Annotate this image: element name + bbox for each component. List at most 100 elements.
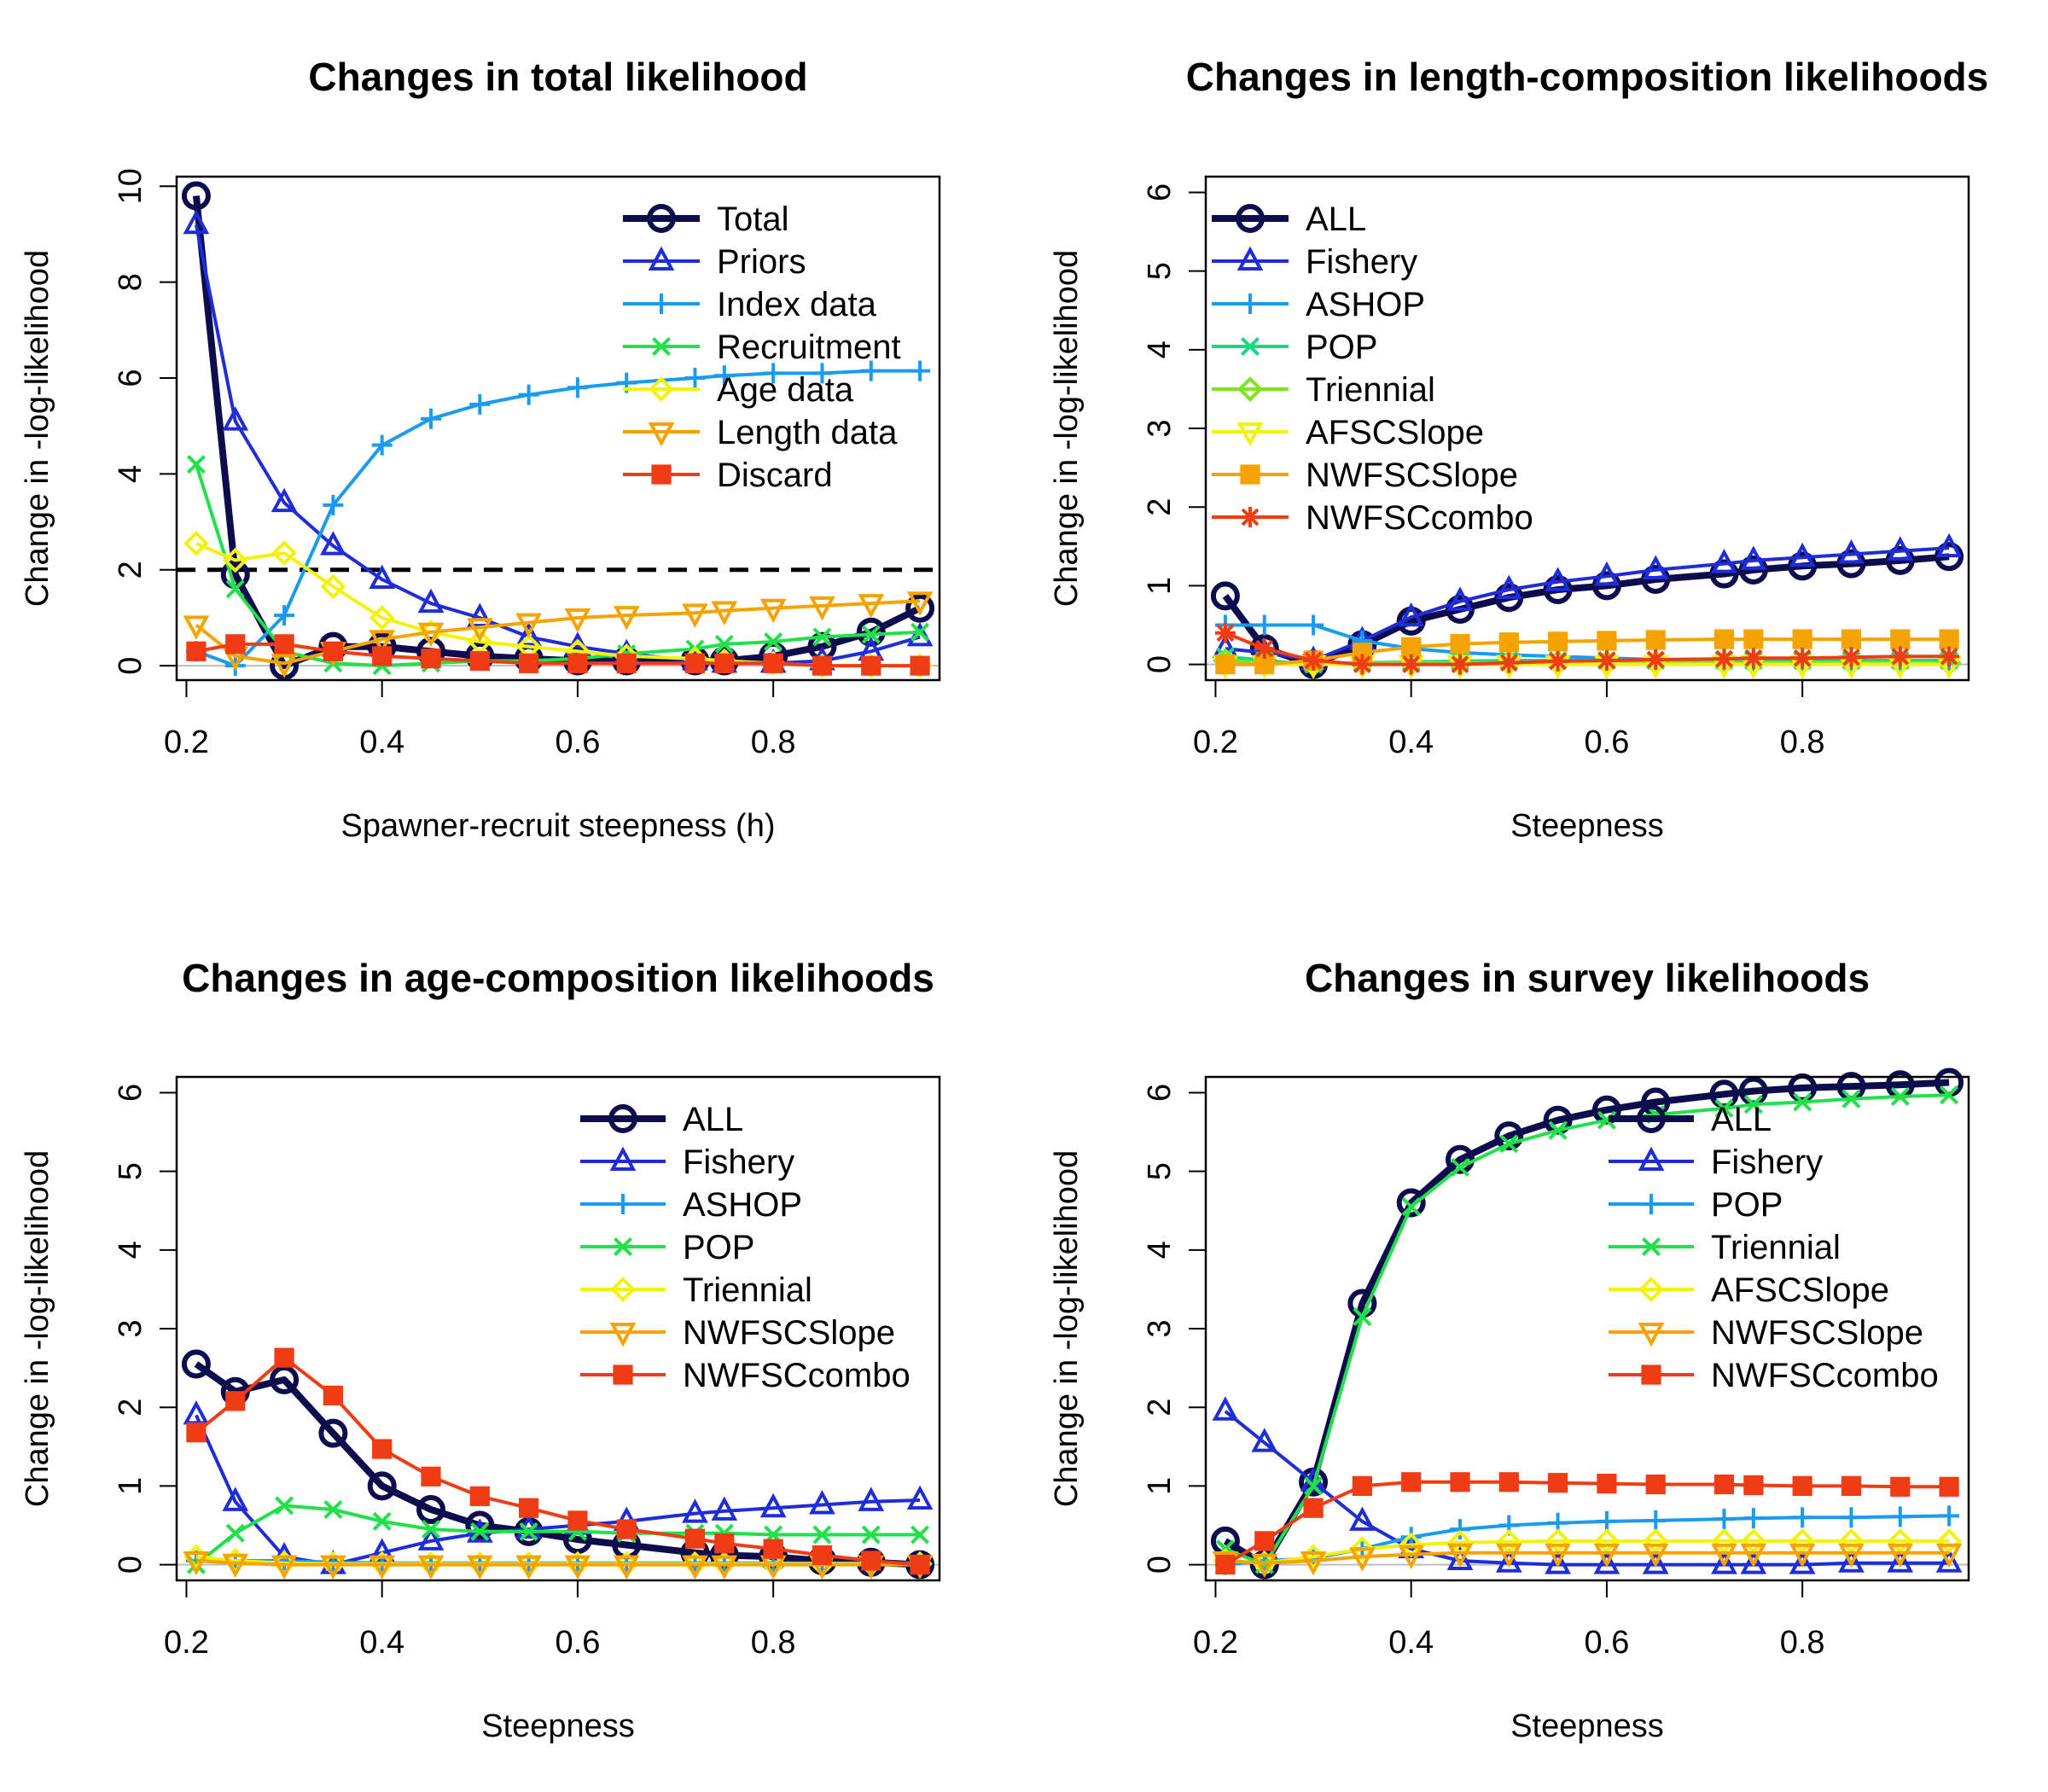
data-point-nwfsccombo <box>1841 1475 1862 1496</box>
data-point-discard <box>323 641 343 661</box>
y-tick-label: 5 <box>1142 262 1178 280</box>
data-point-all <box>1738 555 1768 585</box>
data-point-nwfsccombo <box>763 1539 783 1559</box>
data-point-discard <box>714 653 735 673</box>
data-point-nwfsccombo <box>323 1385 343 1405</box>
legend-marker-pop <box>1240 336 1260 357</box>
legend-label-afscslope: AFSCSlope <box>1306 414 1484 451</box>
data-point-fishery <box>1935 1548 1963 1573</box>
legend-marker-pop <box>1641 1194 1661 1214</box>
data-point-recruitment <box>764 632 783 652</box>
y-tick-label: 6 <box>1142 1084 1178 1102</box>
data-point-nwfsccombo <box>1498 652 1520 673</box>
y-tick-label: 2 <box>1142 498 1178 516</box>
data-point-index-data <box>274 605 295 626</box>
legend-marker-pop <box>613 1236 633 1257</box>
data-point-age-data <box>320 573 346 600</box>
data-point-ashop <box>1254 614 1275 636</box>
series-nwfsccombo <box>1215 1472 1959 1575</box>
data-point-index-data <box>518 384 539 405</box>
data-point-fishery <box>1789 1550 1816 1574</box>
data-point-priors <box>222 406 249 431</box>
data-point-priors <box>183 209 210 235</box>
data-point-nwfsccombo <box>1400 654 1422 675</box>
data-point-priors <box>271 487 298 513</box>
chart-title: Changes in length-composition likelihood… <box>1186 55 1988 99</box>
data-point-discard <box>225 634 246 655</box>
data-point-nwfsccombo <box>1548 1473 1568 1493</box>
series-nwfsccombo <box>1214 622 1960 675</box>
x-axis-label: Spawner-recruit steepness (h) <box>341 808 776 844</box>
data-point-pop <box>323 1500 343 1520</box>
data-point-length-data <box>809 596 835 621</box>
data-point-nwfscslope <box>1841 629 1862 649</box>
y-tick-label: 10 <box>113 168 148 204</box>
data-point-discard <box>616 653 637 673</box>
legend-label-pop: POP <box>1711 1186 1783 1224</box>
chart-panel-3: Changes in age-composition likelihoods St… <box>20 956 941 1744</box>
legend-label-all: ALL <box>1306 201 1366 238</box>
data-point-nwfscslope <box>1743 629 1764 649</box>
x-tick-label: 0.4 <box>359 724 404 760</box>
legend-marker-nwfsccombo <box>613 1364 633 1385</box>
data-point-triennial <box>1597 1110 1616 1130</box>
data-point-recruitment <box>714 634 734 654</box>
y-axis-label: Change in -log-likelihood <box>20 250 55 607</box>
y-tick-label: 4 <box>113 1241 148 1259</box>
data-point-nwfsccombo <box>1254 1531 1275 1551</box>
plot-area <box>1204 175 1970 682</box>
data-point-nwfscslope <box>1645 630 1666 650</box>
x-tick-label: 0.6 <box>556 724 601 760</box>
data-point-fishery <box>1446 586 1474 611</box>
data-point-nwfscslope <box>1789 1543 1816 1568</box>
data-point-fishery <box>711 1496 738 1521</box>
data-point-priors <box>906 622 934 647</box>
data-point-fishery <box>1545 1550 1571 1574</box>
data-point-length-data <box>515 613 542 637</box>
x-tick-label: 0.4 <box>1388 724 1434 760</box>
legend-label-afscslope: AFSCSlope <box>1711 1271 1889 1309</box>
data-point-index-data <box>323 494 344 515</box>
data-point-all <box>181 1349 211 1379</box>
data-point-recruitment <box>812 627 832 647</box>
series-line-nwfscslope <box>1225 637 1950 666</box>
data-point-length-data <box>271 654 298 678</box>
y-axis-label: Change in -log-likelihood <box>20 1150 55 1507</box>
data-point-total <box>905 593 935 623</box>
data-point-nwfscslope <box>1215 654 1236 675</box>
legend-label-fishery: Fishery <box>683 1143 794 1181</box>
data-point-fishery <box>1887 536 1914 561</box>
y-tick-label: 5 <box>113 1162 148 1180</box>
data-point-nwfsccombo <box>372 1439 393 1459</box>
chart-panel-2: Changes in length-composition likelihood… <box>1049 55 1988 844</box>
data-point-fishery <box>1398 602 1425 627</box>
y-tick-label: 0 <box>1142 655 1178 673</box>
y-tick-label: 3 <box>1142 419 1178 437</box>
legend-marker-nwfscslope <box>1638 1323 1665 1347</box>
series-line-nwfsccombo <box>1225 631 1950 666</box>
legend-label-discard: Discard <box>717 457 833 494</box>
data-point-pop <box>911 1525 930 1545</box>
legend-label-nwfscslope: NWFSCSlope <box>1306 457 1518 494</box>
data-point-nwfscslope <box>1939 629 1959 649</box>
y-tick-label: 1 <box>1142 1477 1178 1495</box>
data-point-all <box>1836 549 1866 579</box>
data-point-nwfscslope <box>1740 1543 1767 1568</box>
x-tick-label: 0.6 <box>1585 724 1630 760</box>
data-point-nwfscslope <box>222 1553 249 1579</box>
legend-marker-index-data <box>651 294 672 314</box>
legend-marker-fishery <box>1638 1146 1665 1171</box>
data-point-pop <box>1841 1507 1862 1528</box>
data-point-fishery <box>222 1487 249 1511</box>
data-point-fishery <box>1593 1550 1620 1574</box>
data-point-triennial <box>1499 1134 1519 1154</box>
y-tick-label: 0 <box>113 1556 148 1574</box>
data-point-pop <box>225 1523 245 1543</box>
data-point-discard <box>567 653 588 673</box>
data-point-discard <box>684 653 706 673</box>
y-tick-label: 6 <box>113 369 148 387</box>
legend-label-nwfsccombo: NWFSCcombo <box>683 1357 911 1394</box>
x-axis-label: Steepness <box>1510 808 1664 844</box>
series-line-nwfsccombo <box>195 1356 921 1567</box>
data-point-fishery <box>1593 561 1620 586</box>
